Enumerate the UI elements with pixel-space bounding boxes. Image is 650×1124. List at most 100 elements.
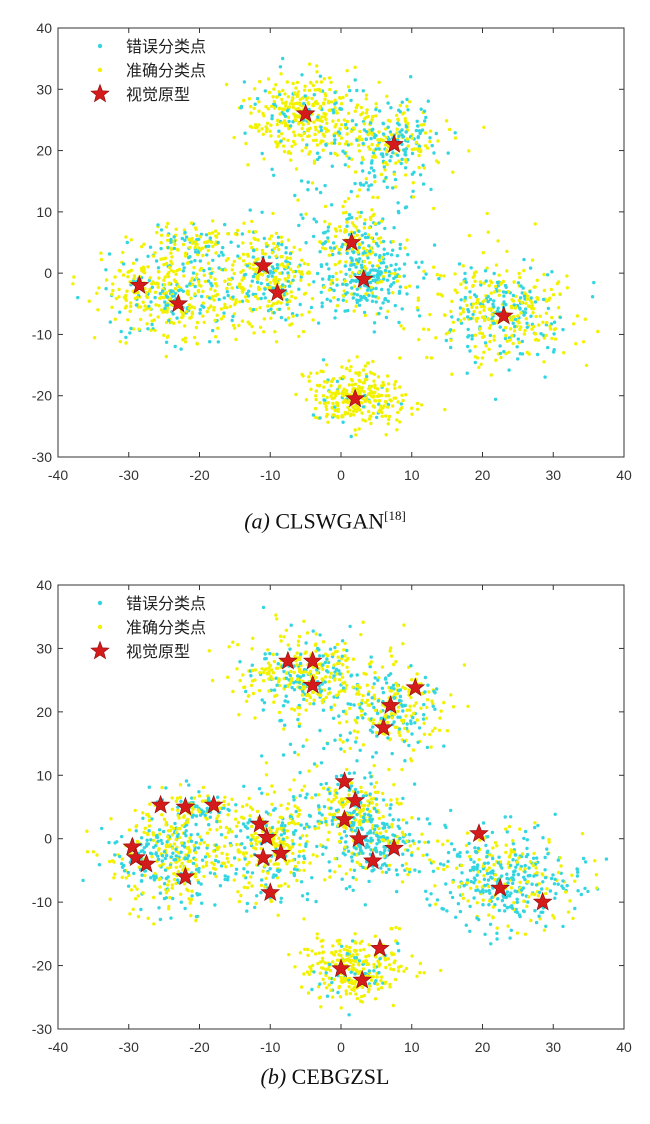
correct-point [390,822,394,827]
correct-point [372,785,377,789]
misclassified-point [343,264,347,268]
correct-point [215,313,219,317]
correct-point [530,327,534,331]
misclassified-point [388,284,393,288]
correct-point [250,219,254,224]
correct-point [141,811,145,815]
correct-point [236,643,240,647]
misclassified-point [158,291,162,296]
misclassified-point [169,855,174,859]
correct-point [241,673,245,677]
misclassified-point [419,129,423,134]
correct-point [226,802,231,806]
correct-point [343,279,347,283]
misclassified-point [575,874,580,878]
correct-point [176,826,180,831]
correct-point [238,678,242,683]
correct-point [190,889,194,893]
correct-point [325,121,329,125]
misclassified-point [396,153,400,157]
misclassified-point [321,663,325,667]
correct-point [281,88,285,93]
correct-point [286,151,290,155]
correct-point [410,412,414,416]
misclassified-point [334,808,339,813]
correct-point [338,127,342,131]
correct-point [285,292,289,296]
misclassified-point [203,813,207,817]
misclassified-point [533,909,537,913]
correct-point [169,303,173,307]
misclassified-point [318,416,322,420]
misclassified-point [465,878,470,882]
correct-point [519,311,523,315]
correct-point [333,678,337,682]
correct-point [356,372,360,376]
correct-point [550,315,554,320]
misclassified-point [314,187,319,191]
misclassified-point [495,937,499,941]
correct-point [157,304,161,308]
correct-point [343,845,347,849]
misclassified-point [244,825,248,829]
misclassified-point [400,307,404,311]
correct-point [188,901,192,905]
misclassified-point [277,129,281,133]
correct-point [542,288,547,293]
misclassified-point [252,248,256,253]
correct-point [332,703,337,707]
correct-point [551,913,555,918]
misclassified-point [296,674,300,678]
correct-point [373,180,377,184]
correct-point [286,684,290,689]
correct-point [166,835,170,839]
misclassified-point [245,264,250,268]
correct-point [190,310,195,314]
misclassified-point [279,833,284,837]
correct-point [223,279,227,283]
correct-point [215,816,219,821]
correct-point [421,853,425,858]
misclassified-point [376,678,380,682]
misclassified-point [344,272,348,276]
correct-point [286,802,291,806]
correct-point [337,247,342,252]
misclassified-point [363,232,367,236]
correct-point [449,693,453,697]
correct-point [306,271,310,275]
misclassified-point [453,131,457,135]
correct-point [166,829,171,833]
misclassified-point [175,316,179,320]
correct-point [257,109,261,113]
misclassified-point [341,420,345,424]
correct-point [478,310,482,315]
misclassified-point [288,647,292,651]
correct-point [276,862,280,866]
correct-point [111,288,115,293]
misclassified-point [525,321,529,325]
misclassified-point [209,271,214,276]
correct-point [211,244,215,249]
correct-point [525,880,530,884]
correct-point [166,221,170,226]
misclassified-point [147,278,152,283]
correct-point [544,311,549,315]
misclassified-point [354,847,358,851]
correct-point [167,879,171,883]
correct-point [391,239,395,244]
correct-point [364,398,368,402]
correct-point [204,863,209,868]
correct-point [379,172,384,177]
misclassified-point [516,281,521,285]
correct-point [146,812,150,817]
correct-point [538,917,542,921]
correct-point [351,126,356,130]
correct-point [194,325,199,330]
misclassified-point [509,928,513,932]
correct-point [371,823,375,828]
misclassified-point [489,875,493,879]
misclassified-point [468,904,472,909]
correct-point [361,246,366,250]
misclassified-point [576,889,580,893]
misclassified-point [337,251,341,255]
